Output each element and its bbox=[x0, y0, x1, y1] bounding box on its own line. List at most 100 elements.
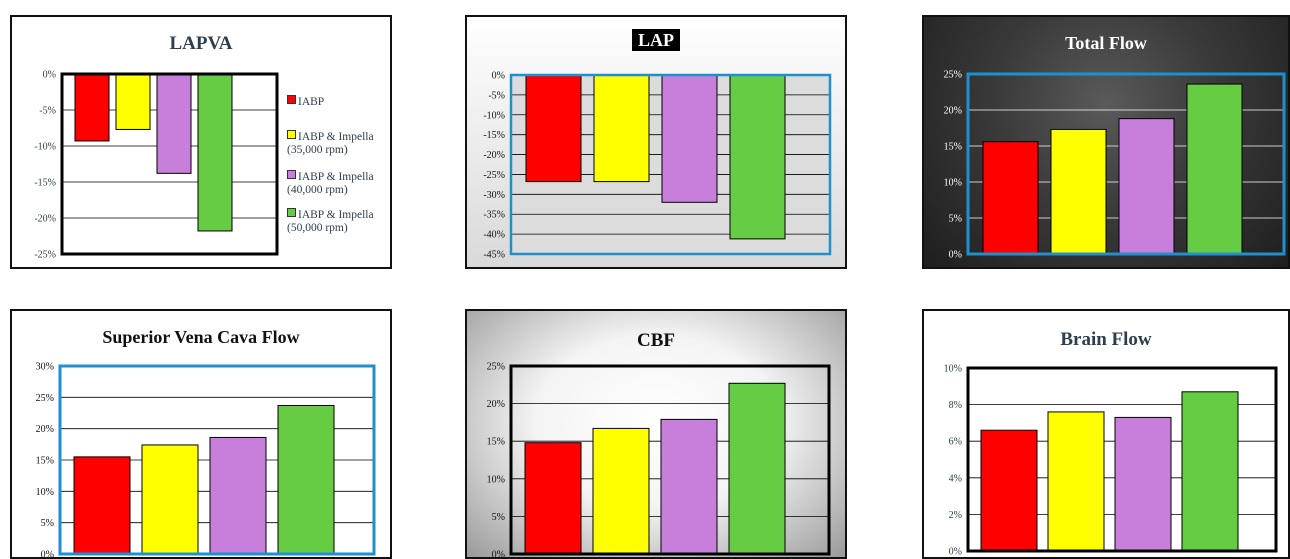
chart-panel-cbf: CBF 0% 5% 10% 15% 20% 25% bbox=[465, 309, 847, 559]
chart-plot: 0% 5% 10% 15% 20% 25% 30% bbox=[36, 362, 376, 559]
y-tick-label: 0% bbox=[949, 547, 962, 558]
y-tick-label: 5% bbox=[949, 214, 962, 225]
y-tick-label: 15% bbox=[944, 142, 962, 153]
bar bbox=[729, 74, 786, 240]
y-tick-label: -40% bbox=[483, 230, 505, 241]
y-tick-label: -5% bbox=[39, 106, 56, 117]
chart-panel-brain-flow: Brain Flow 0% 2% 4% 6% 8% 10% bbox=[922, 309, 1290, 559]
y-tick-label: 30% bbox=[36, 362, 54, 373]
bar bbox=[141, 444, 199, 555]
y-tick-label: -25% bbox=[34, 250, 56, 261]
legend-item: IABP bbox=[287, 95, 324, 109]
bar bbox=[1181, 391, 1239, 552]
chart-plot: 0% -5% -10% -15% -20% -25% bbox=[34, 70, 279, 261]
bar bbox=[209, 436, 267, 555]
y-tick-label: -15% bbox=[483, 130, 505, 141]
y-tick-label: 8% bbox=[949, 400, 962, 411]
y-tick-label: 15% bbox=[36, 456, 54, 467]
plot-frame bbox=[966, 366, 1278, 553]
legend-item: IABP & Impella (50,000 rpm) bbox=[287, 208, 379, 235]
y-tick-label: 10% bbox=[36, 487, 54, 498]
y-tick-label: -15% bbox=[34, 178, 56, 189]
chart-panel-total-flow: Total Flow 0% 5% 10% 15% 20% 25% bbox=[922, 15, 1290, 269]
bar bbox=[592, 427, 650, 555]
legend-swatch bbox=[287, 95, 296, 104]
bar bbox=[980, 429, 1038, 552]
legend-label: IABP & Impella (40,000 rpm) bbox=[287, 171, 374, 196]
y-tick-label: 25% bbox=[487, 362, 505, 373]
chart-plot: 0% -5% -10% -15% -20% -25% -30% -35% -40% -45% bbox=[483, 71, 832, 261]
bar bbox=[1118, 118, 1175, 255]
bar bbox=[661, 74, 718, 203]
chart-title: LAPVA bbox=[169, 33, 233, 54]
y-tick-label: 25% bbox=[944, 70, 962, 81]
y-tick-label: -30% bbox=[483, 190, 505, 201]
y-tick-label: -10% bbox=[483, 110, 505, 121]
chart-title: Superior Vena Cava Flow bbox=[102, 327, 300, 347]
bar bbox=[156, 73, 192, 174]
bar bbox=[660, 418, 718, 555]
bar bbox=[197, 73, 233, 232]
legend-swatch bbox=[287, 208, 296, 217]
y-tick-label: 10% bbox=[487, 474, 505, 485]
legend-swatch bbox=[287, 130, 296, 139]
y-tick-label: -35% bbox=[483, 210, 505, 221]
chart-panel-svc-flow: Superior Vena Cava Flow 0% 5% 10% 15% 20% 25%… bbox=[10, 309, 392, 559]
y-tick-label: 15% bbox=[487, 437, 505, 448]
legend-swatch bbox=[287, 170, 296, 179]
bar bbox=[115, 73, 151, 130]
y-tick-label: -25% bbox=[483, 170, 505, 181]
chart-title-text: LAP bbox=[632, 29, 680, 51]
y-tick-label: 5% bbox=[41, 518, 54, 529]
bar bbox=[525, 74, 582, 183]
bar bbox=[1050, 128, 1107, 255]
y-tick-label: 4% bbox=[949, 473, 962, 484]
plot-frame bbox=[509, 364, 831, 556]
y-tick-label: 0% bbox=[492, 550, 505, 559]
legend-label: IABP bbox=[298, 96, 325, 108]
y-tick-label: -10% bbox=[34, 142, 56, 153]
y-tick-label: 0% bbox=[949, 250, 962, 261]
chart-plot: 0% 5% 10% 15% 20% 25% bbox=[487, 362, 831, 559]
bar bbox=[593, 74, 650, 183]
y-tick-label: 0% bbox=[492, 71, 505, 82]
plot-frame bbox=[509, 73, 832, 256]
bar bbox=[277, 404, 335, 555]
bar bbox=[982, 141, 1039, 255]
chart-title: CBF bbox=[637, 330, 675, 351]
chart-title: Total Flow bbox=[1065, 33, 1147, 53]
bar bbox=[1186, 83, 1243, 255]
chart-panel-lapva: LAPVA 0% -5% -10% -15% -20% -25% IABP IABP & … bbox=[10, 15, 392, 269]
bar bbox=[728, 382, 786, 555]
legend-label: IABP & Impella (35,000 rpm) bbox=[287, 131, 374, 156]
chart-title: LAP bbox=[467, 29, 845, 51]
y-tick-label: -45% bbox=[483, 250, 505, 261]
legend-item: IABP & Impella (40,000 rpm) bbox=[287, 170, 379, 197]
chart-plot: 0% 2% 4% 6% 8% 10% bbox=[944, 364, 1278, 558]
y-tick-label: 20% bbox=[487, 399, 505, 410]
bar bbox=[524, 442, 582, 555]
chart-title: Brain Flow bbox=[1060, 329, 1152, 350]
y-tick-label: -5% bbox=[488, 90, 505, 101]
plot-frame bbox=[966, 72, 1286, 256]
bar bbox=[1047, 411, 1105, 552]
y-tick-label: 25% bbox=[36, 393, 54, 404]
plot-frame bbox=[60, 72, 279, 256]
plot-frame bbox=[58, 364, 376, 556]
y-tick-label: -20% bbox=[34, 214, 56, 225]
chart-panel-lap: LAP 0% -5% -10% -15% -20% -25% -30% -35% -40% -45… bbox=[465, 15, 847, 269]
y-tick-label: 0% bbox=[43, 70, 56, 81]
y-tick-label: 0% bbox=[41, 550, 54, 559]
y-tick-label: 5% bbox=[492, 512, 505, 523]
y-tick-label: 10% bbox=[944, 364, 962, 375]
chart-plot: 0% 5% 10% 15% 20% 25% bbox=[944, 70, 1286, 261]
y-tick-label: 10% bbox=[944, 178, 962, 189]
y-tick-label: 20% bbox=[36, 424, 54, 435]
bar bbox=[73, 456, 131, 555]
y-tick-label: 2% bbox=[949, 510, 962, 521]
bar bbox=[1114, 416, 1172, 552]
y-tick-label: 20% bbox=[944, 106, 962, 117]
bar bbox=[74, 73, 110, 142]
legend-label: IABP & Impella (50,000 rpm) bbox=[287, 209, 374, 234]
legend-item: IABP & Impella (35,000 rpm) bbox=[287, 130, 379, 157]
